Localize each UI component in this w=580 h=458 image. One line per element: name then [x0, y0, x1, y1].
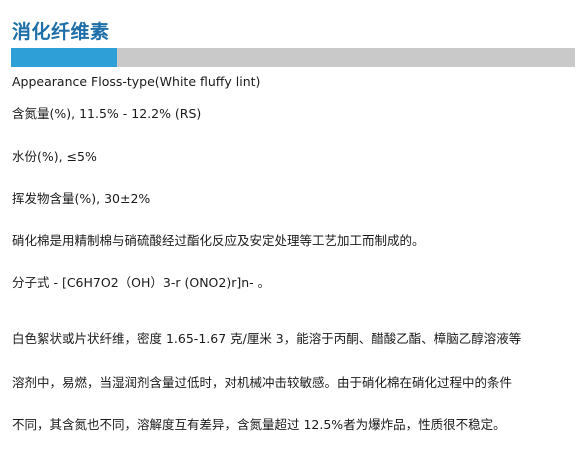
- properties-paragraph-line-1: 白色絮状或片状纤维，密度 1.65-1.67 克/厘米 3，能溶于丙酮、醋酸乙酯…: [12, 331, 522, 346]
- description-text: 硝化棉是用精制棉与硝硫酸经过酯化反应及安定处理等工艺加工而制成的。: [12, 233, 425, 248]
- title-underline-accent: [11, 48, 117, 67]
- title-underline-bar: [11, 48, 575, 67]
- properties-paragraph-line-3: 不同，其含氮也不同，溶解度互有差异，含氮量超过 12.5%者为爆炸品，性质很不稳…: [12, 417, 506, 432]
- properties-paragraph-line-2: 溶剂中，易燃，当湿润剂含量过低时，对机械冲击较敏感。由于硝化棉在硝化过程中的条件: [12, 375, 513, 390]
- molecular-formula-text: 分子式 - [C6H7O2（OH）3-r (ONO2)r]n- 。: [12, 275, 271, 290]
- nitrogen-content-text: 含氮量(%), 11.5% - 12.2% (RS): [12, 106, 202, 121]
- page-title: 消化纤维素: [12, 21, 110, 43]
- moisture-text: 水份(%), ≤5%: [12, 149, 97, 164]
- appearance-text: Appearance Floss-type(White fluffy lint): [12, 74, 261, 89]
- volatile-content-text: 挥发物含量(%), 30±2%: [12, 191, 151, 206]
